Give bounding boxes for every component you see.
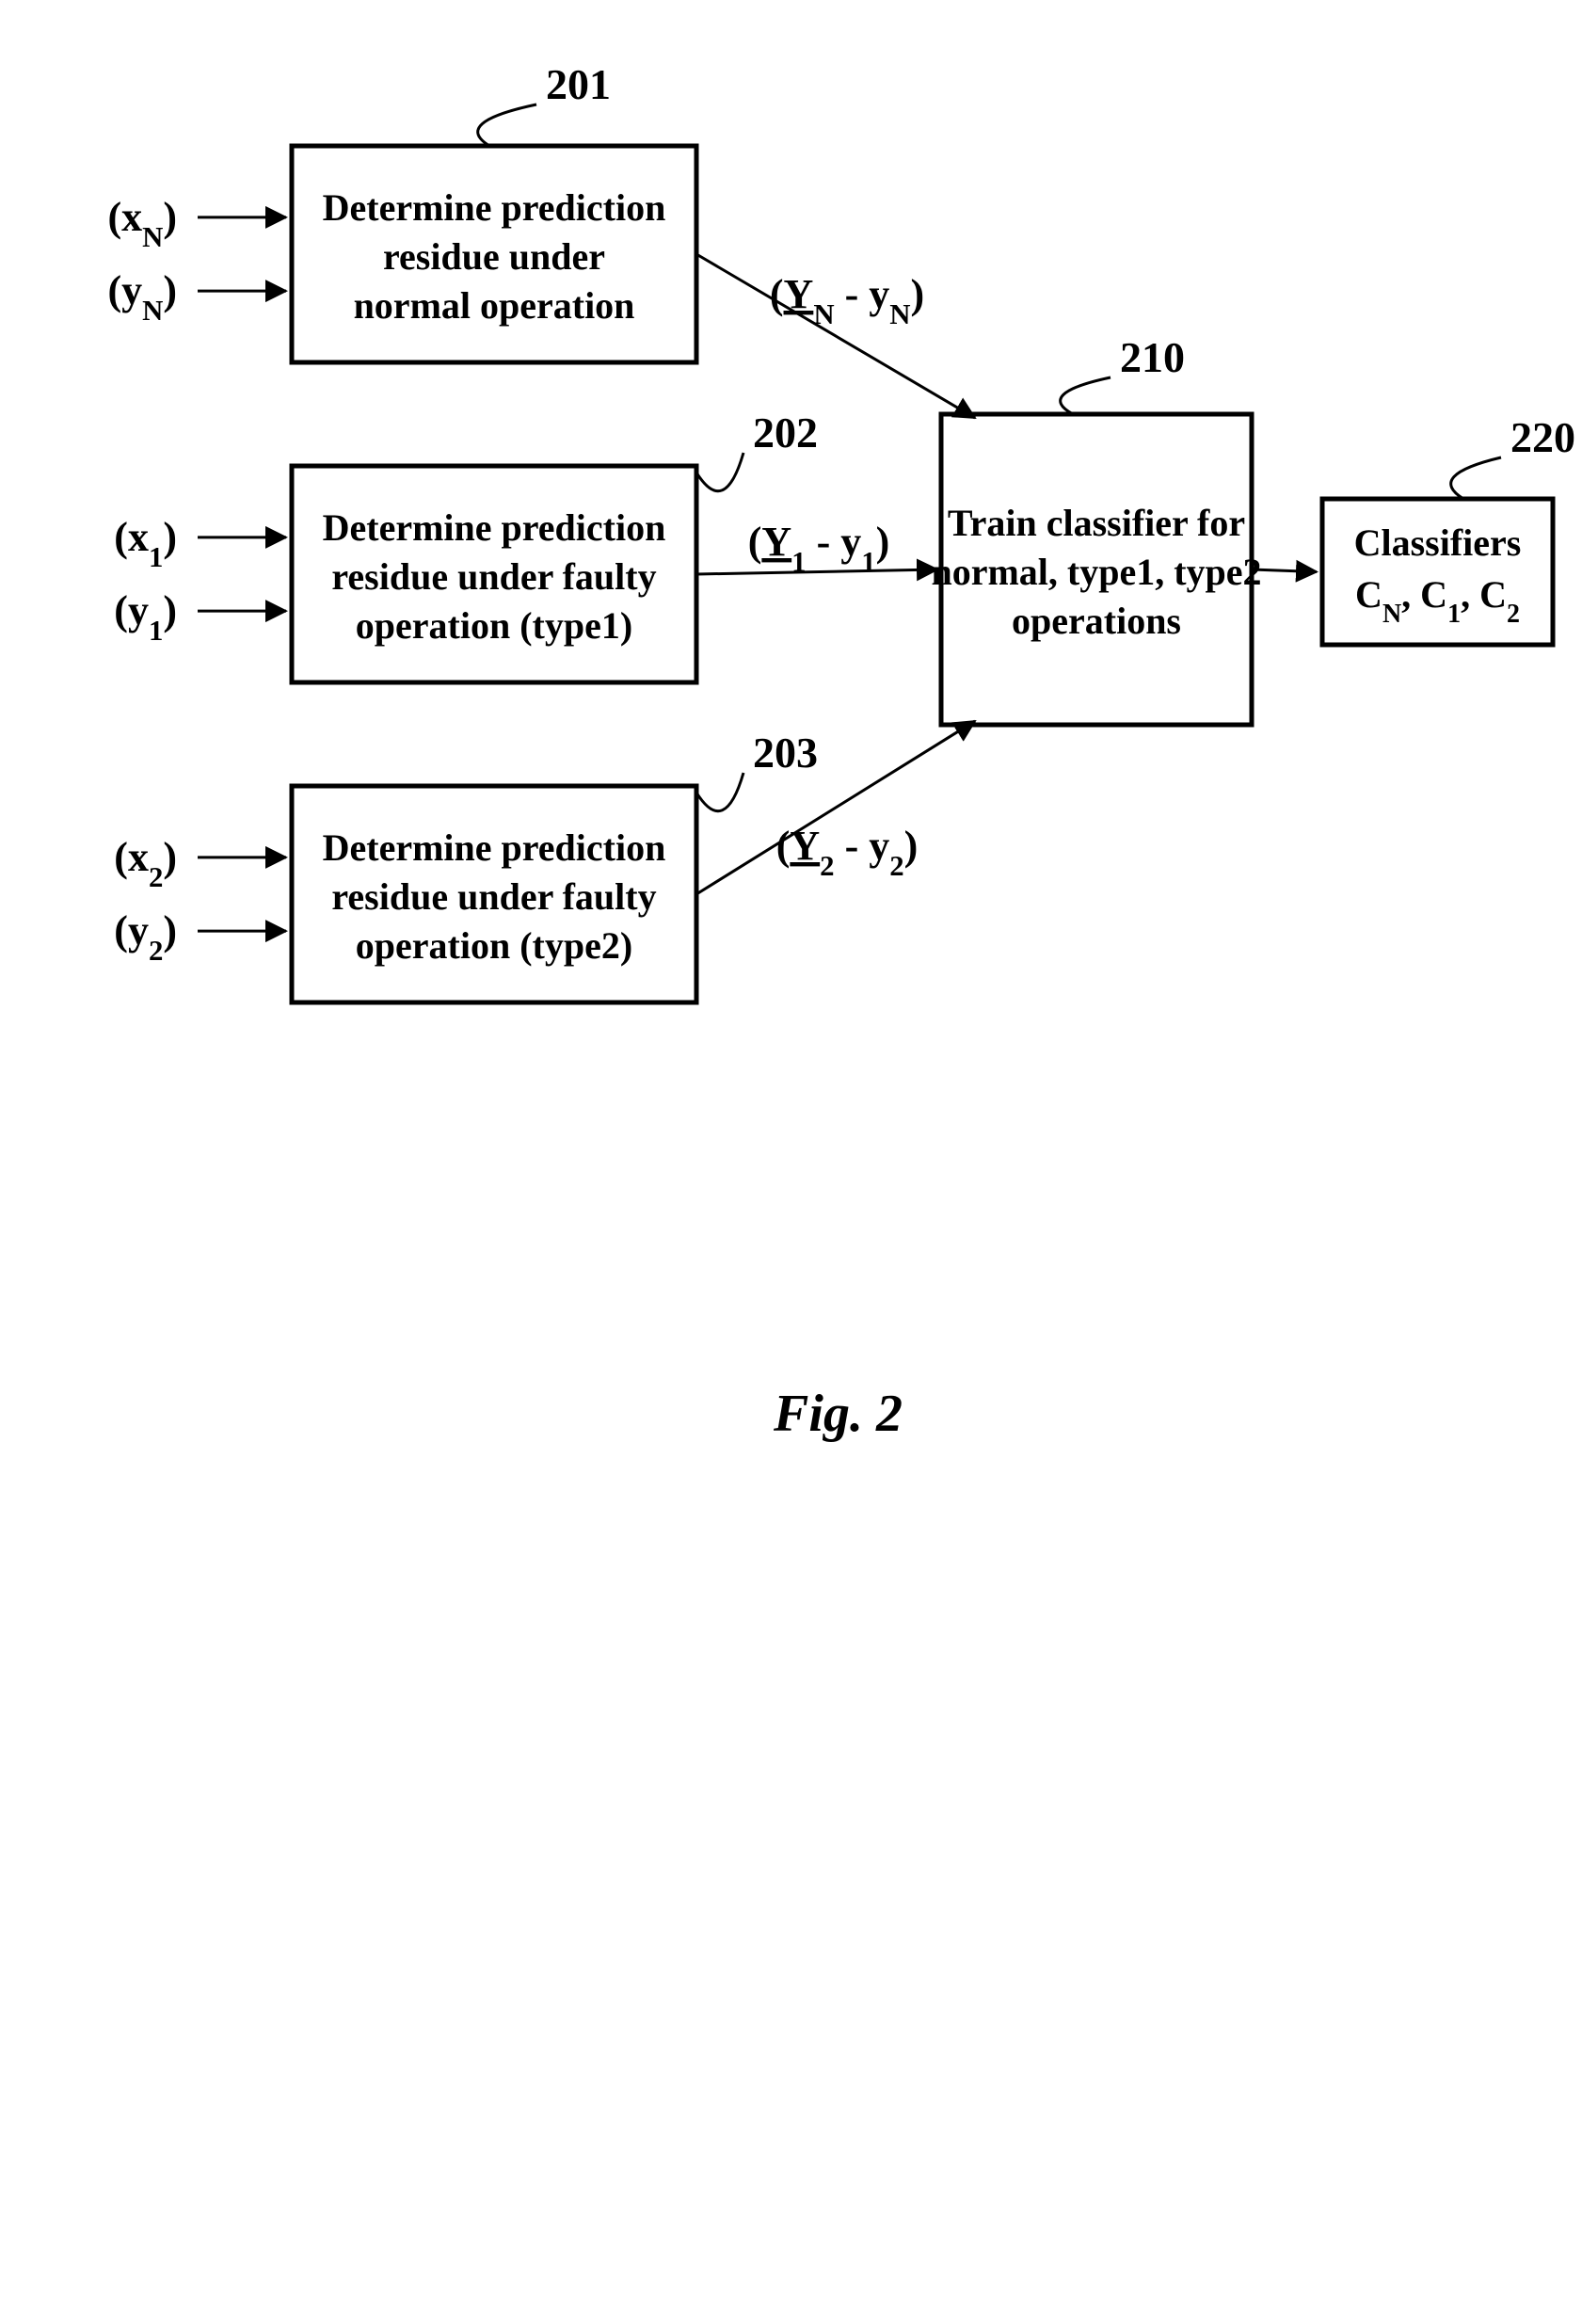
node-line: operation (type1) xyxy=(356,604,632,647)
ref-num-201: 201 xyxy=(546,60,611,108)
node-line: Determine prediction xyxy=(323,506,666,549)
node-line: residue under faulty xyxy=(331,555,656,598)
node-b201: Determine prediction residue under normal … xyxy=(292,146,696,362)
canvas-bg xyxy=(0,0,1582,2324)
ref-num-202: 202 xyxy=(753,409,818,457)
node-b220: ClassifiersCN, C1, C2 xyxy=(1322,499,1553,645)
node-line: Determine prediction xyxy=(323,826,666,869)
ref-num-210: 210 xyxy=(1120,333,1185,381)
ref-num-203: 203 xyxy=(753,729,818,777)
node-line: residue under xyxy=(383,235,605,278)
node-line: normal, type1, type2 xyxy=(931,551,1261,593)
node-b202: Determine prediction residue under faulty… xyxy=(292,466,696,682)
node-line: Train classifier for xyxy=(948,502,1245,544)
node-line: normal operation xyxy=(354,284,635,327)
ref-num-220: 220 xyxy=(1510,413,1575,461)
node-line: Classifiers xyxy=(1354,521,1522,564)
node-line: operation (type2) xyxy=(356,924,632,967)
figure-caption: Fig. 2 xyxy=(773,1385,903,1443)
node-b210: Train classifier for normal, type1, type2… xyxy=(931,414,1261,725)
node-b203: Determine prediction residue under faulty… xyxy=(292,786,696,1002)
node-line: residue under faulty xyxy=(331,875,656,918)
node-line: operations xyxy=(1012,600,1181,642)
node-line: Determine prediction xyxy=(323,186,666,229)
